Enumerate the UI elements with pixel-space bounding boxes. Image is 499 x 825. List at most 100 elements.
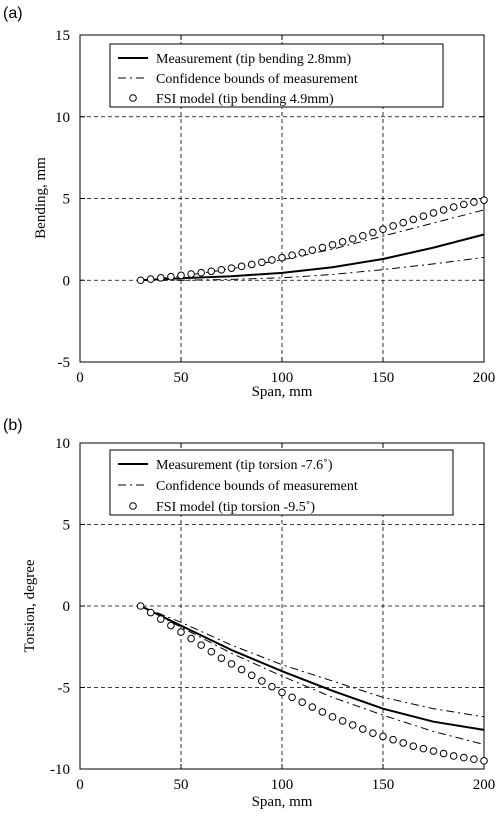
data-point-fsi [429,209,438,217]
legend-label: FSI model (tip torsion -9.5˚) [156,500,315,515]
data-point-fsi [429,747,438,755]
data-point-fsi [348,721,357,729]
y-tick-label: 10 [55,110,70,126]
series-line-confidence-bound [140,605,485,718]
data-point-fsi [318,243,327,252]
panel-label: (b) [3,417,23,434]
y-tick-label: -5 [58,681,71,697]
grid [80,35,484,362]
y-tick-label: 0 [63,599,71,615]
data-point-fsi [258,258,266,267]
data-point-fsi [439,206,448,214]
series-line-measurement [140,605,485,731]
data-point-fsi [227,264,236,272]
data-point-fsi [207,647,216,656]
legend-label: Measurement (tip bending 2.8mm) [156,52,352,67]
data-point-fsi [308,703,317,711]
data-point-fsi [419,744,428,753]
legend-label: Measurement (tip torsion -7.6˚) [156,458,333,473]
data-point-fsi [278,253,286,262]
grid [80,443,484,769]
data-point-fsi [268,256,276,264]
x-tick-label: 50 [174,777,189,793]
legend-box [109,43,444,108]
series-line-confidence-bound [140,605,485,745]
data-point-fsi [217,654,226,662]
data-point-fsi [399,218,408,227]
y-tick-labels: -5 0 5 10 15 [55,28,70,371]
data-point-fsi [460,753,468,762]
data-point-fsi [288,251,296,260]
series-group [136,602,488,765]
data-point-fsi [328,240,337,249]
data-point-fsi [359,231,367,240]
data-point-fsi [227,660,236,668]
y-tick-label: 5 [63,192,71,208]
legend-marker-circle [129,502,137,510]
data-point-fsi [177,271,185,280]
legend-marker-circle [129,94,137,102]
data-point-fsi [379,225,387,234]
y-tick-label: 15 [55,28,70,44]
data-point-fsi [157,615,165,623]
series-group [136,196,488,285]
data-point-fsi [278,688,286,697]
series-line-measurement [140,233,485,282]
data-point-fsi [409,742,418,750]
data-point-fsi [409,215,418,224]
y-tick-label: 5 [63,518,71,534]
data-point-fsi [419,212,428,220]
y-axis-label: Bending, mm [33,157,49,239]
data-point-fsi [247,671,256,680]
data-point-fsi [237,665,246,674]
data-point-fsi [288,693,296,702]
x-tick-label: 50 [174,370,189,386]
data-point-fsi [207,267,216,276]
data-point-fsi [328,713,337,721]
data-point-fsi [369,729,377,737]
data-point-fsi [480,196,488,204]
legend-label: Confidence bounds of measurement [156,479,358,494]
x-tick-label: 200 [473,370,496,386]
data-point-fsi [480,757,488,765]
data-point-fsi [369,228,377,237]
data-point-fsi [157,273,165,282]
x-tick-label: 0 [76,777,84,793]
y-tick-label: 10 [55,436,70,452]
data-point-fsi [197,268,205,277]
data-point-fsi [237,262,246,271]
x-tick-label: 150 [372,370,395,386]
data-point-fsi [338,717,347,725]
legend: Measurement (tip torsion -7.6˚) Confiden… [109,449,454,516]
data-point-fsi [439,749,448,758]
x-tick-label: 100 [271,370,294,386]
y-tick-labels: -10 -5 0 5 10 [50,436,70,778]
data-point-fsi [449,752,458,760]
axis-ticks [79,34,485,363]
x-tick-label: 200 [473,777,496,793]
data-point-fsi [338,238,347,246]
data-point-fsi [389,735,397,744]
data-point-fsi [268,682,276,691]
data-point-fsi [348,235,357,243]
data-point-fsi [136,602,145,610]
data-point-fsi [399,739,408,747]
data-point-fsi [298,698,307,706]
data-point-fsi [359,725,367,733]
x-tick-label: 100 [271,777,294,793]
data-point-fsi [146,608,155,617]
series-line-confidence-bound [140,256,485,281]
legend-label: Confidence bounds of measurement [156,72,358,87]
legend-label: FSI model (tip bending 4.9mm) [156,92,334,107]
chart-panel-b: (b) 0 50 100 150 200 -10 -5 0 5 10 Span, mm Tors… [3,417,495,810]
y-tick-label: -10 [50,762,70,778]
y-tick-label: 0 [63,273,71,289]
data-point-fsi [460,200,468,209]
panel-label: (a) [3,5,23,22]
data-point-fsi [146,275,155,283]
axis-ticks [79,442,485,770]
x-tick-labels: 0 50 100 150 200 [76,370,495,386]
x-axis-label: Span, mm [252,384,313,400]
data-point-fsi [247,260,256,269]
